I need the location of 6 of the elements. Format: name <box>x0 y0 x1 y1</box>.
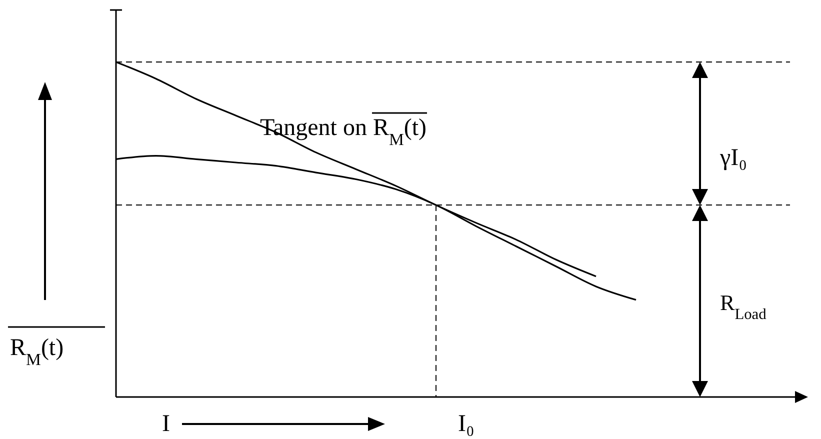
y-axis-title: R$_{M}$(t) <box>10 335 64 368</box>
text: R$_{Load}$ <box>720 290 767 322</box>
text: γI₀ <box>719 145 747 171</box>
x-axis-title: I <box>162 411 170 437</box>
annotation: Tangent on R$_{M}$(t) <box>260 115 427 148</box>
text: I₀ <box>458 411 474 437</box>
